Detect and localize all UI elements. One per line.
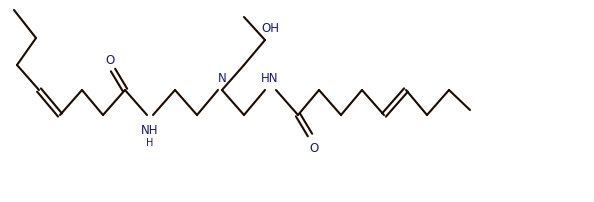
Text: H: H [146,138,154,148]
Text: NH: NH [141,124,159,138]
Text: O: O [309,141,318,155]
Text: O: O [105,54,115,66]
Text: OH: OH [261,21,279,35]
Text: N: N [217,72,226,84]
Text: HN: HN [261,72,279,84]
